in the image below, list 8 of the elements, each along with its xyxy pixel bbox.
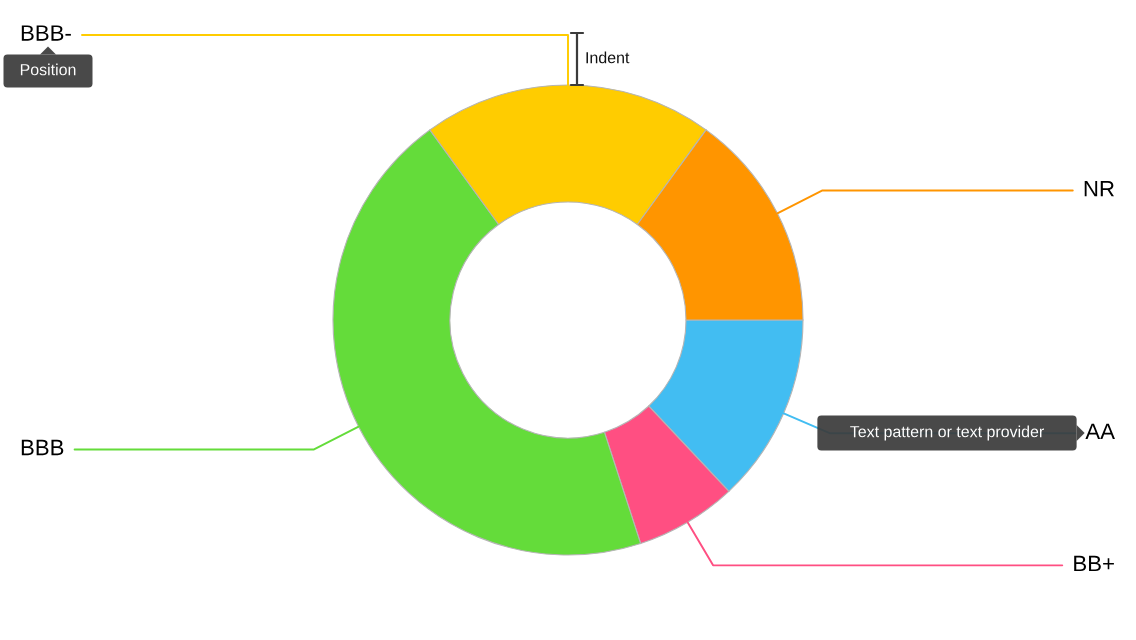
slice-label: BBB — [21, 439, 64, 456]
slice-label: AA — [1085, 423, 1115, 439]
slice-label: BBB- — [21, 25, 71, 41]
text: Position — [20, 63, 76, 76]
text: Indent — [586, 51, 630, 64]
text: Text pattern or text provider — [850, 425, 1044, 441]
slice-label: NR — [1084, 181, 1114, 197]
slice-label: BB+ — [1074, 555, 1114, 572]
